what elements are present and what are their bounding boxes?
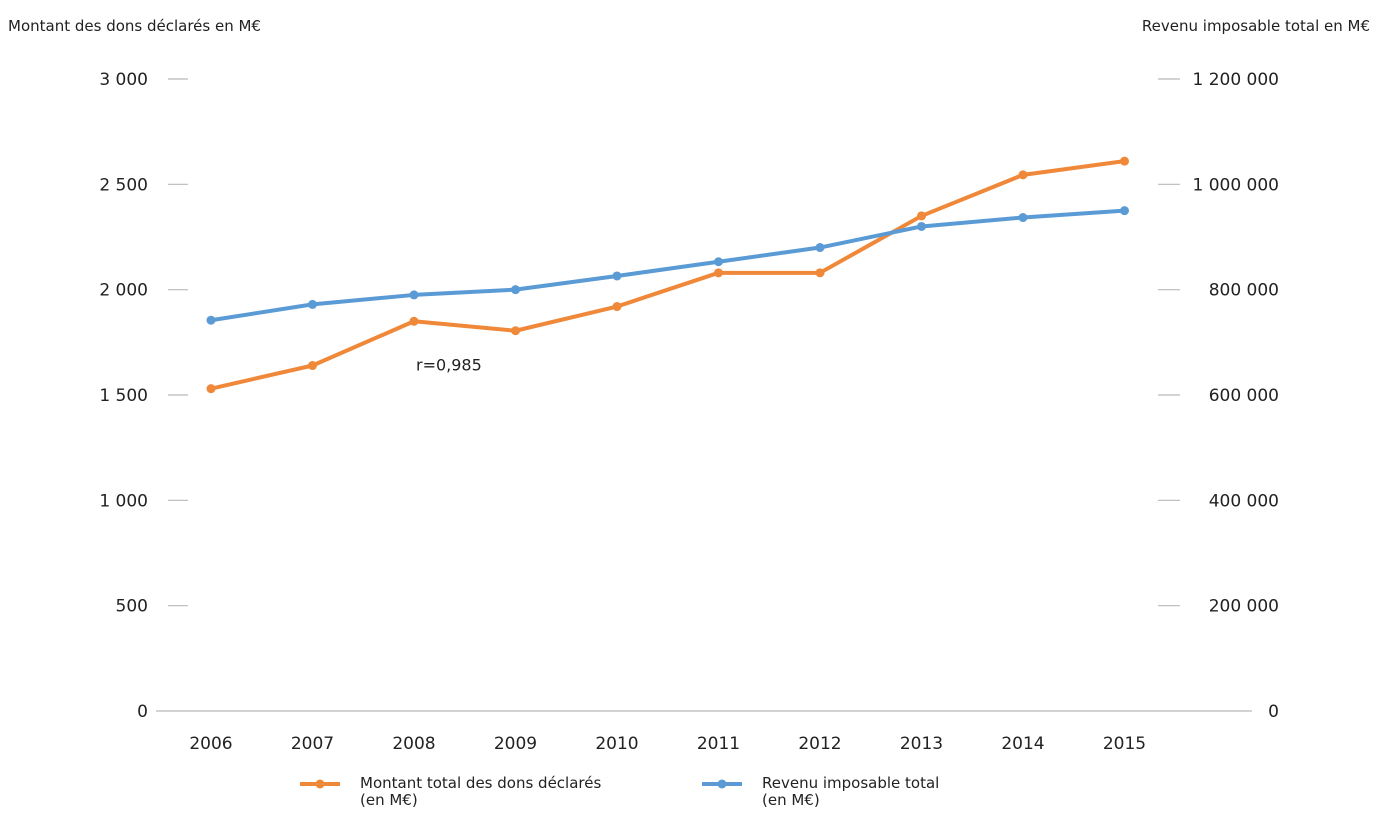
data-point-1 bbox=[917, 221, 926, 231]
left-tick-label: 1 000 bbox=[99, 491, 148, 511]
right-tick-label: 800 000 bbox=[1209, 281, 1279, 301]
data-point-0 bbox=[206, 384, 216, 394]
data-point-1 bbox=[1018, 213, 1028, 223]
data-point-0 bbox=[409, 316, 419, 326]
legend-item-revenu: Revenu imposable total (en M€) bbox=[702, 775, 1062, 809]
data-point-0 bbox=[612, 302, 622, 312]
legend-label-revenu-line2: (en M€) bbox=[762, 791, 820, 809]
left-axis-title: Montant des dons déclarés en M€ bbox=[8, 17, 261, 35]
left-tick-label: 2 000 bbox=[99, 281, 148, 301]
legend-item-dons: Montant total des dons déclarés (en M€) bbox=[300, 775, 660, 809]
x-tick-label: 2013 bbox=[900, 734, 943, 754]
data-point-1 bbox=[308, 299, 317, 309]
data-point-0 bbox=[815, 268, 825, 278]
data-point-1 bbox=[409, 290, 419, 300]
left-tick-label: 1 500 bbox=[99, 386, 148, 406]
right-axis-title: Revenu imposable total en M€ bbox=[1141, 17, 1370, 35]
data-point-0 bbox=[511, 326, 520, 336]
x-tick-label: 2012 bbox=[798, 734, 841, 754]
series-line-1 bbox=[209, 208, 1127, 323]
right-tick-label: 1 000 000 bbox=[1192, 175, 1279, 195]
x-tick-label: 2015 bbox=[1103, 734, 1146, 754]
correlation-annotation: r=0,985 bbox=[416, 356, 482, 375]
x-tick-label: 2006 bbox=[189, 734, 232, 754]
right-tick-label: 200 000 bbox=[1209, 597, 1279, 617]
right-tick-label: 400 000 bbox=[1209, 491, 1279, 511]
data-point-1 bbox=[1120, 206, 1129, 216]
x-tick-label: 2008 bbox=[392, 734, 435, 754]
data-point-1 bbox=[714, 257, 723, 267]
data-point-1 bbox=[815, 243, 825, 253]
data-point-0 bbox=[1018, 170, 1028, 180]
legend-label-revenu-line1: Revenu imposable total bbox=[762, 774, 940, 792]
data-point-0 bbox=[308, 361, 317, 371]
left-tick-label: 500 bbox=[116, 597, 148, 617]
data-point-1 bbox=[612, 271, 622, 281]
data-point-0 bbox=[714, 268, 723, 278]
legend-label-dons: Montant total des dons déclarés (en M€) bbox=[360, 775, 660, 809]
right-tick-label: 0 bbox=[1268, 702, 1279, 722]
x-tick-label: 2010 bbox=[595, 734, 638, 754]
x-tick-label: 2009 bbox=[494, 734, 537, 754]
left-tick-label: 0 bbox=[137, 702, 148, 722]
data-point-0 bbox=[1120, 156, 1129, 166]
data-point-0 bbox=[917, 211, 926, 221]
legend-swatch-revenu bbox=[702, 779, 742, 789]
left-tick-label: 2 500 bbox=[99, 175, 148, 195]
data-point-1 bbox=[511, 285, 520, 295]
data-point-1 bbox=[206, 315, 216, 325]
legend-swatch-dons bbox=[300, 779, 340, 789]
legend-label-revenu: Revenu imposable total (en M€) bbox=[762, 775, 1062, 809]
left-tick-label: 3 000 bbox=[99, 70, 148, 90]
right-tick-label: 600 000 bbox=[1209, 386, 1279, 406]
x-tick-label: 2007 bbox=[291, 734, 334, 754]
legend-label-dons-line1: Montant total des dons déclarés bbox=[360, 774, 602, 792]
legend-label-dons-line2: (en M€) bbox=[360, 791, 418, 809]
x-tick-label: 2011 bbox=[697, 734, 740, 754]
x-tick-label: 2014 bbox=[1001, 734, 1044, 754]
right-tick-label: 1 200 000 bbox=[1192, 70, 1279, 90]
series-line-0 bbox=[209, 159, 1127, 391]
